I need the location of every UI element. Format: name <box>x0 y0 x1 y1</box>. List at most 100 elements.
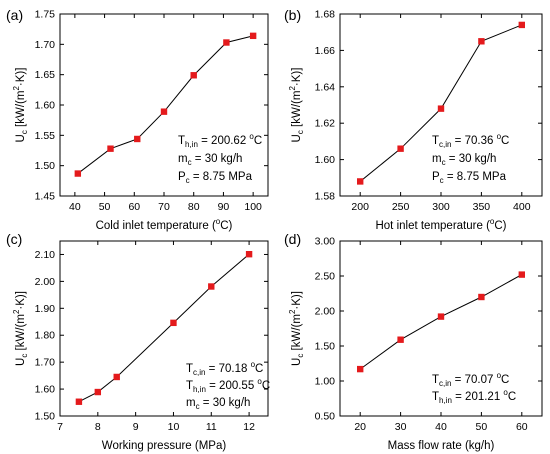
x-tick-label: 60 <box>128 201 140 213</box>
x-tick-label: 250 <box>392 201 410 213</box>
data-point <box>478 293 485 301</box>
annotation-sup: o <box>251 360 256 369</box>
annotation-value: = 201.21 <box>452 391 503 403</box>
y-tick-label: 2.00 <box>35 276 56 288</box>
y-axis-title-main: U <box>291 134 303 142</box>
annotation-subscript: h,in <box>439 396 452 405</box>
data-point <box>397 145 404 152</box>
y-tick-label: 1.58 <box>315 191 336 203</box>
data-point <box>160 108 168 115</box>
data-point <box>223 39 230 46</box>
x-axis-title-end: C) <box>494 220 506 232</box>
annotation-value: = 200.62 <box>198 135 249 147</box>
annotation-subscript: c <box>442 158 446 167</box>
y-axis-title-sub: c <box>296 130 305 134</box>
y-tick-label: 1.70 <box>35 39 56 51</box>
annotation-value: = 30 kg/h <box>200 397 251 409</box>
annotation-line: Pc = 8.75 MPa <box>432 171 507 185</box>
y-tick-label: 1.65 <box>35 69 56 81</box>
y-tick-label: 2.10 <box>35 249 56 261</box>
y-axis-title-main: U <box>15 134 27 142</box>
data-point <box>357 365 364 373</box>
x-tick-label: 40 <box>69 201 81 213</box>
y-axis-title-main: U <box>15 358 27 366</box>
annotation-subscript: h,in <box>185 140 198 149</box>
annotation-symbol: T <box>186 380 193 392</box>
y-axis-title-sub: c <box>20 130 29 134</box>
annotation-value: = 200.55 <box>206 380 257 392</box>
y-axis-title-sup: 2 <box>12 86 21 91</box>
annotation-line: Tc,in = 70.36 oC <box>432 132 509 149</box>
annotation-unit: C <box>262 380 270 392</box>
x-tick-label: 90 <box>218 201 230 213</box>
y-axis-title-rest: [kW/(m <box>15 91 27 131</box>
x-axis-title-end: C) <box>220 220 232 232</box>
y-tick-label: 1.60 <box>35 100 56 112</box>
y-axis-title-end: ·K)] <box>291 291 303 310</box>
annotation-value: = 30 kg/h <box>446 153 497 165</box>
plot-frame <box>339 13 543 197</box>
y-tick-label: 3.00 <box>315 236 336 248</box>
x-axis-title-sup: o <box>216 217 221 226</box>
annotation-unit: C <box>501 374 509 386</box>
annotation-symbol: P <box>432 171 440 183</box>
x-axis-title: Cold inlet temperature (oC) <box>96 217 233 232</box>
panel-letter: (a) <box>6 7 23 23</box>
y-axis-title: Uc [kW/(m2·K)] <box>288 68 305 143</box>
data-point <box>74 170 82 177</box>
annotation-line: Th,in = 200.55 oC <box>186 377 270 394</box>
x-tick-label: 60 <box>516 421 528 433</box>
x-axis-title-text: Hot inlet temperature ( <box>375 220 490 232</box>
annotation-symbol: m <box>186 397 196 409</box>
data-point <box>437 313 445 320</box>
x-tick-label: 8 <box>95 421 101 433</box>
annotation-subscript: c <box>188 158 192 167</box>
annotation-line: Th,in = 200.62 oC <box>178 132 262 149</box>
y-axis-title-sup: 2 <box>12 309 21 314</box>
data-point <box>245 250 253 258</box>
data-point <box>249 32 257 40</box>
x-axis-title-text: Mass flow rate (kg/h) <box>388 440 495 452</box>
annotation-unit: C <box>508 391 516 403</box>
annotation-symbol: T <box>186 363 193 375</box>
data-point <box>107 145 114 152</box>
chart-panel-3: (c) 7 8 9 10 11 12 1.50 1.60 1.70 1.80 1.90 2.00 2.10… <box>6 231 270 452</box>
annotation-value: = 70.18 <box>205 363 250 375</box>
y-tick-label: 1.62 <box>315 118 336 130</box>
data-point <box>75 398 83 405</box>
y-axis-title-rest: [kW/(m <box>291 91 303 131</box>
x-tick-label: 40 <box>435 421 447 433</box>
y-tick-label: 1.55 <box>35 130 56 142</box>
y-axis-title-end: ·K)] <box>15 291 27 310</box>
data-point <box>518 21 525 29</box>
x-axis-title-text: Cold inlet temperature ( <box>96 220 216 232</box>
y-axis-title-end: ·K)] <box>15 68 27 87</box>
y-axis-title: Uc [kW/(m2·K)] <box>288 291 305 366</box>
y-tick-label: 0.50 <box>315 411 336 423</box>
annotation-unit: C <box>501 135 509 147</box>
y-tick-label: 1.45 <box>35 191 56 203</box>
annotation-line: Tc,in = 70.07 oC <box>432 371 509 388</box>
annotation-line: Th,in = 201.21 oC <box>432 388 516 405</box>
annotation-sup: o <box>497 371 502 380</box>
panel-letter: (d) <box>284 231 301 247</box>
data-point <box>397 336 404 343</box>
x-tick-label: 20 <box>354 421 366 433</box>
data-point <box>190 72 197 79</box>
annotation-sup: o <box>249 132 254 141</box>
y-axis-title-main: U <box>291 358 303 366</box>
annotation-unit: C <box>255 363 263 375</box>
y-tick-label: 2.50 <box>315 271 336 283</box>
x-tick-label: 50 <box>476 421 488 433</box>
y-axis-title-end: ·K)] <box>291 68 303 87</box>
annotation-line: mc = 30 kg/h <box>432 153 496 167</box>
annotation-subscript: c,in <box>439 140 451 149</box>
annotation-symbol: P <box>178 171 186 183</box>
y-axis-title-rest: [kW/(m <box>291 314 303 354</box>
x-tick-label: 100 <box>244 201 262 213</box>
y-tick-label: 1.66 <box>315 45 336 57</box>
chart-panel-4: (d) 20 30 40 50 60 0.50 1.00 1.50 2.00 2.50 3.00 Mas… <box>284 231 543 452</box>
annotation-value: = 30 kg/h <box>192 153 243 165</box>
annotation-subscript: c <box>186 176 190 185</box>
data-point <box>437 105 445 112</box>
